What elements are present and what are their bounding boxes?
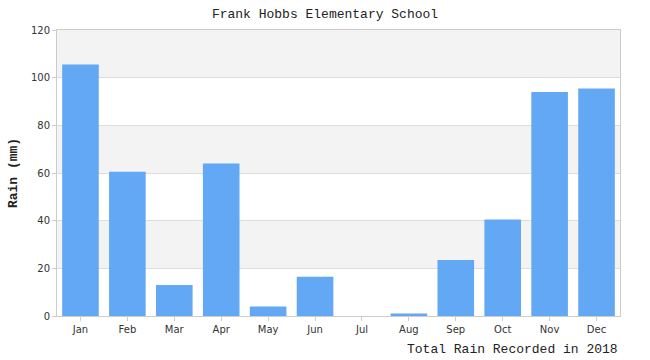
svg-text:Frank Hobbs Elementary School: Frank Hobbs Elementary School <box>212 7 438 22</box>
svg-text:20: 20 <box>37 263 50 274</box>
svg-text:Apr: Apr <box>213 324 231 335</box>
svg-text:60: 60 <box>37 168 50 179</box>
svg-text:80: 80 <box>37 120 50 131</box>
svg-text:Feb: Feb <box>119 324 137 335</box>
svg-text:120: 120 <box>31 25 50 36</box>
svg-text:Jul: Jul <box>355 324 368 335</box>
svg-text:Jan: Jan <box>72 324 88 335</box>
svg-text:Jun: Jun <box>306 324 323 335</box>
svg-text:Dec: Dec <box>587 324 606 335</box>
svg-text:Nov: Nov <box>540 324 560 335</box>
svg-text:Oct: Oct <box>494 324 511 335</box>
svg-text:May: May <box>258 324 279 335</box>
svg-text:40: 40 <box>37 215 50 226</box>
svg-text:Aug: Aug <box>399 324 419 335</box>
svg-text:Sep: Sep <box>446 324 465 335</box>
svg-text:Mar: Mar <box>165 324 185 335</box>
svg-text:100: 100 <box>31 72 50 83</box>
svg-text:Total Rain Recorded in 2018: Total Rain Recorded in 2018 <box>407 342 618 357</box>
svg-text:0: 0 <box>44 311 50 322</box>
svg-text:Rain (mm): Rain (mm) <box>6 138 21 208</box>
